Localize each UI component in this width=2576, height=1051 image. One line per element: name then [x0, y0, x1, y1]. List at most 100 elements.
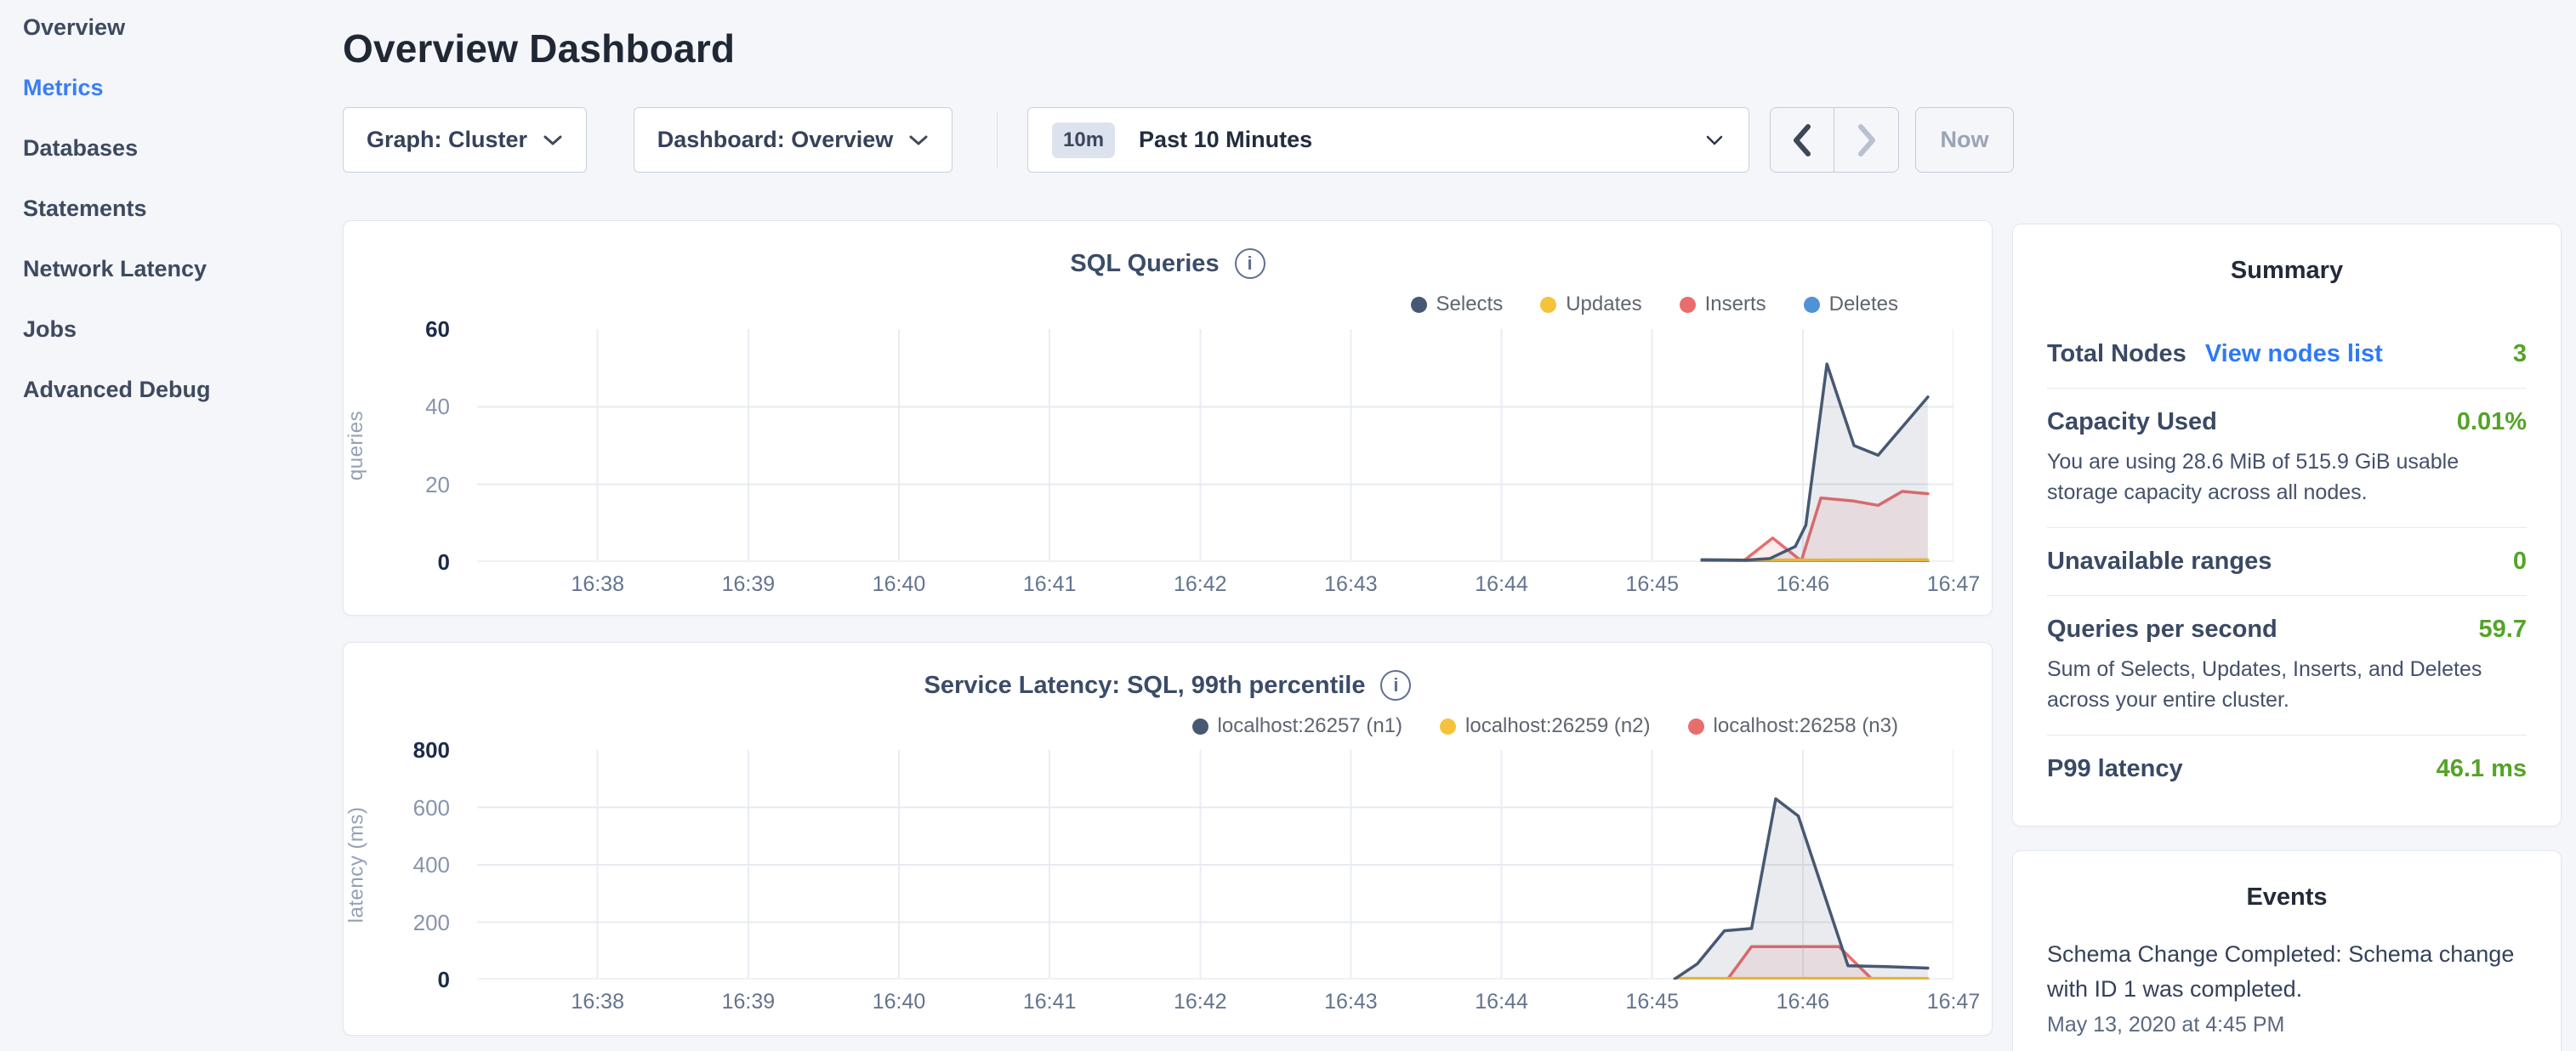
x-tick-label: 16:43: [1324, 572, 1378, 596]
x-tick-label: 16:40: [872, 572, 926, 596]
chart-card-service-latency: Service Latency: SQL, 99th percentile i …: [343, 642, 1993, 1036]
view-nodes-list-link[interactable]: View nodes list: [2204, 340, 2383, 367]
dashboard-label: Dashboard: Overview: [657, 127, 894, 152]
legend-dot-icon: [1679, 296, 1696, 313]
graph-scope-dropdown[interactable]: Graph: Cluster: [343, 107, 587, 173]
x-tick-label: 16:38: [571, 990, 624, 1014]
chevron-right-icon: [1857, 123, 1875, 156]
y-tick-label: 800: [412, 737, 450, 763]
summary-stat: Queries per second 59.7 Sum of Selects, Up…: [2047, 595, 2527, 735]
summary-stats: Total Nodes View nodes list 3 Capacity Used…: [2047, 321, 2527, 803]
summary-stat: Unavailable ranges 0: [2047, 527, 2527, 595]
event-timestamp: May 13, 2020 at 4:45 PM: [2047, 1013, 2285, 1037]
y-tick-label: 20: [425, 471, 450, 497]
x-tick-label: 16:45: [1625, 572, 1679, 596]
time-range-badge: 10m: [1052, 122, 1116, 158]
y-tick-label: 0: [437, 967, 450, 992]
chevron-down-icon: [1706, 135, 1723, 145]
legend-item: Updates: [1540, 293, 1642, 316]
summary-stat: Capacity Used 0.01% You are using 28.6 MiB…: [2047, 388, 2527, 527]
stat-value: 59.7: [2478, 616, 2527, 643]
x-tick-label: 16:39: [721, 572, 776, 596]
legend-dot-icon: [1803, 296, 1820, 313]
time-range-dropdown[interactable]: 10m Past 10 Minutes: [1027, 107, 1749, 173]
controls-divider: [997, 111, 998, 168]
sidebar-item-statements[interactable]: Statements: [23, 195, 147, 221]
chart-legend: localhost:26257 (n1) localhost:26259 (n2)…: [1191, 714, 1898, 738]
summary-stat: P99 latency 46.1 ms: [2047, 735, 2527, 803]
x-tick-label: 16:41: [1022, 572, 1077, 596]
x-tick-label: 16:38: [571, 572, 624, 596]
now-button-label: Now: [1940, 127, 1989, 152]
time-pager: [1770, 107, 1899, 173]
stat-label: Unavailable ranges: [2047, 548, 2272, 575]
y-tick-label: 40: [425, 394, 450, 420]
chart-plot[interactable]: latency (ms) 16:38 16:39 16:40 16:41 16:42 16…: [344, 737, 1980, 1014]
sidebar-nav: Overview Metrics Databases Statements Networ…: [0, 0, 340, 433]
sidebar-item-overview[interactable]: Overview: [23, 14, 126, 40]
stat-description: You are using 28.6 MiB of 515.9 GiB usab…: [2047, 450, 2459, 504]
chevron-left-icon: [1794, 123, 1811, 156]
legend-dot-icon: [1410, 296, 1427, 313]
x-tick-label: 16:42: [1174, 990, 1227, 1014]
next-time-button[interactable]: [1834, 108, 1898, 172]
stat-value: 3: [2512, 340, 2527, 367]
sidebar-item-advanced-debug[interactable]: Advanced Debug: [23, 376, 211, 402]
y-tick-label: 60: [425, 316, 450, 342]
x-tick-label: 16:46: [1776, 990, 1830, 1014]
summary-stat: Total Nodes View nodes list 3: [2047, 321, 2527, 388]
dashboard-dropdown[interactable]: Dashboard: Overview: [634, 107, 952, 173]
legend-label: Updates: [1566, 293, 1642, 315]
chart-title: Service Latency: SQL, 99th percentile: [924, 671, 1366, 699]
legend-label: Inserts: [1704, 293, 1766, 315]
legend-item: localhost:26257 (n1): [1191, 714, 1403, 738]
chevron-down-icon: [543, 135, 562, 145]
info-icon[interactable]: i: [1380, 670, 1412, 701]
chart-legend: Selects Updates Inserts Deletes: [1410, 293, 1898, 316]
stat-value: 0.01%: [2456, 408, 2527, 435]
info-icon[interactable]: i: [1234, 248, 1265, 279]
sidebar-item-jobs[interactable]: Jobs: [23, 315, 77, 342]
sidebar-item-databases[interactable]: Databases: [23, 134, 139, 161]
stat-label: Capacity Used: [2047, 408, 2217, 435]
legend-label: localhost:26259 (n2): [1465, 714, 1651, 737]
x-tick-label: 16:45: [1625, 990, 1679, 1014]
page-title: Overview Dashboard: [343, 26, 736, 71]
legend-label: Selects: [1436, 293, 1504, 315]
legend-dot-icon: [1540, 296, 1557, 313]
y-tick-label: 400: [412, 852, 450, 878]
chart-title: SQL Queries: [1070, 249, 1220, 277]
event-text: Schema Change Completed: Schema change w…: [2047, 941, 2515, 1002]
x-tick-label: 16:43: [1324, 990, 1378, 1014]
y-tick-label: 0: [437, 549, 450, 575]
stat-value: 46.1 ms: [2436, 755, 2527, 782]
time-range-label: Past 10 Minutes: [1139, 127, 1313, 152]
stat-label: Total Nodes: [2047, 340, 2186, 367]
y-tick-label: 600: [412, 794, 450, 821]
now-button[interactable]: Now: [1915, 107, 2014, 173]
stat-value: 0: [2512, 548, 2527, 575]
legend-dot-icon: [1191, 718, 1208, 735]
sidebar-item-metrics[interactable]: Metrics: [23, 74, 104, 100]
legend-label: Deletes: [1828, 293, 1898, 315]
stat-label: Queries per second: [2047, 616, 2277, 643]
stat-label: P99 latency: [2047, 755, 2183, 782]
event-item: Schema Change Completed: Schema change w…: [2047, 937, 2527, 1037]
x-tick-label: 16:44: [1475, 572, 1528, 596]
x-tick-label: 16:42: [1174, 572, 1227, 596]
legend-label: localhost:26257 (n1): [1217, 714, 1403, 737]
x-tick-label: 16:39: [721, 990, 776, 1014]
sidebar-item-network-latency[interactable]: Network Latency: [23, 255, 208, 281]
legend-label: localhost:26258 (n3): [1713, 714, 1898, 737]
x-tick-label: 16:47: [1926, 990, 1981, 1014]
legend-item: localhost:26259 (n2): [1440, 714, 1651, 738]
x-tick-label: 16:41: [1022, 990, 1077, 1014]
x-tick-label: 16:44: [1475, 990, 1528, 1014]
x-tick-label: 16:47: [1926, 572, 1981, 596]
chart-plot[interactable]: queries 16:38 16:39 16:40 16:41 16:42 16:43 16…: [344, 316, 1980, 596]
prev-time-button[interactable]: [1771, 108, 1834, 172]
events-list: Schema Change Completed: Schema change w…: [2047, 937, 2527, 1037]
chart-card-sql-queries: SQL Queries i Selects Updates Inserts Delet…: [343, 220, 1993, 616]
legend-item: Inserts: [1679, 293, 1766, 316]
stat-description: Sum of Selects, Updates, Inserts, and De…: [2047, 657, 2482, 712]
